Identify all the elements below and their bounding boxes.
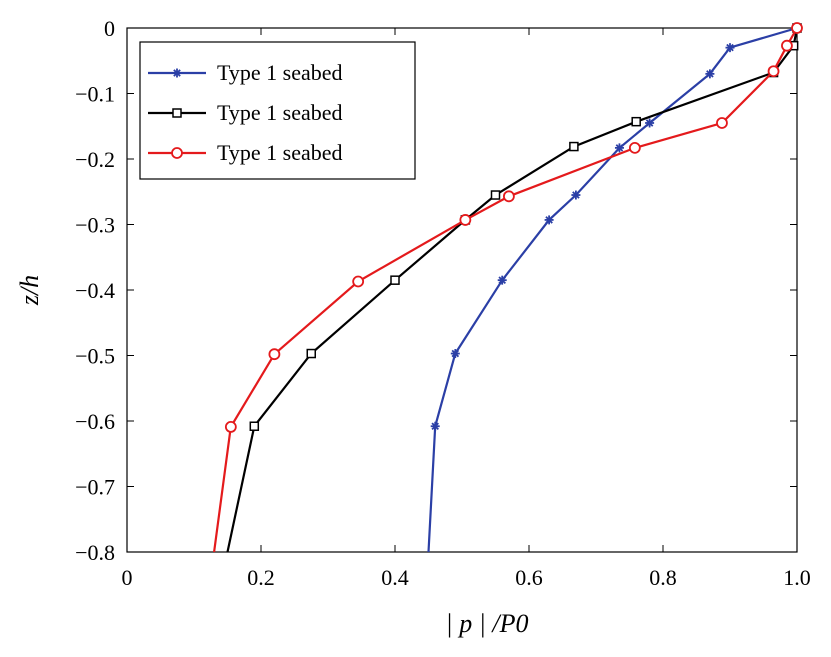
x-tick-label: 1.0: [783, 565, 811, 590]
x-axis-ticks: 0 0.2 0.4 0.6 0.8 1.0: [122, 28, 811, 590]
data-point-asterisk: [172, 68, 182, 78]
data-point-square: [390, 275, 400, 285]
y-tick-label: −0.6: [75, 409, 115, 434]
y-tick-label: −0.5: [75, 344, 115, 369]
legend: Type 1 seabed Type 1 seabed Type 1 seabed: [139, 41, 416, 180]
y-tick-label: −0.7: [75, 475, 115, 500]
series-layer: [213, 22, 803, 553]
legend-item: Type 1 seabed: [148, 100, 343, 125]
data-point-asterisk: [450, 349, 460, 359]
data-point-circle: [459, 214, 472, 226]
x-axis-label: | p | /P0: [446, 609, 529, 638]
data-point-circle: [171, 147, 183, 159]
data-point-asterisk: [725, 43, 735, 53]
y-tick-label: −0.3: [75, 213, 115, 238]
x-tick-label: 0.2: [247, 565, 275, 590]
legend-label: Type 1 seabed: [217, 100, 343, 125]
legend-item: Type 1 seabed: [148, 60, 343, 85]
series-line: [427, 26, 798, 553]
data-point-asterisk: [497, 275, 507, 285]
data-point-circle: [628, 141, 641, 154]
y-tick-label: −0.4: [75, 278, 115, 303]
data-point-asterisk: [430, 421, 440, 431]
data-point-circle: [268, 348, 281, 361]
y-axis-label: z/h: [15, 275, 44, 306]
series-3: [213, 22, 803, 553]
x-tick-label: 0.8: [649, 565, 677, 590]
data-point-circle: [767, 65, 780, 78]
x-tick-label: 0.6: [515, 565, 543, 590]
data-point-circle: [781, 39, 793, 52]
y-tick-label: 0: [104, 16, 115, 41]
series-1: [427, 23, 802, 553]
data-point-asterisk: [705, 69, 715, 79]
y-tick-label: −0.2: [75, 147, 115, 172]
data-point-square: [172, 108, 182, 118]
legend-box: [139, 41, 416, 180]
data-point-circle: [716, 117, 728, 129]
data-point-circle: [791, 22, 803, 34]
legend-label: Type 1 seabed: [217, 140, 343, 165]
data-point-circle: [502, 190, 515, 203]
x-tick-label: 0.4: [381, 565, 409, 590]
data-point-square: [306, 348, 316, 359]
data-point-asterisk: [544, 215, 554, 225]
data-point-square: [569, 141, 579, 152]
data-point-asterisk: [571, 190, 581, 200]
data-point-square: [490, 190, 501, 200]
data-point-asterisk: [614, 143, 624, 153]
y-tick-label: −0.8: [75, 540, 115, 565]
data-point-asterisk: [645, 118, 655, 128]
data-point-circle: [352, 275, 365, 288]
data-point-square: [249, 421, 260, 431]
data-point-circle: [224, 420, 237, 433]
legend-item: Type 1 seabed: [148, 140, 343, 165]
data-point-square: [631, 116, 641, 127]
x-tick-label: 0: [122, 565, 133, 590]
y-axis-ticks: 0 −0.1 −0.2 −0.3 −0.4 −0.5 −0.6 −0.7 −0.8: [75, 16, 797, 565]
legend-label: Type 1 seabed: [217, 60, 343, 85]
y-tick-label: −0.1: [75, 82, 115, 107]
